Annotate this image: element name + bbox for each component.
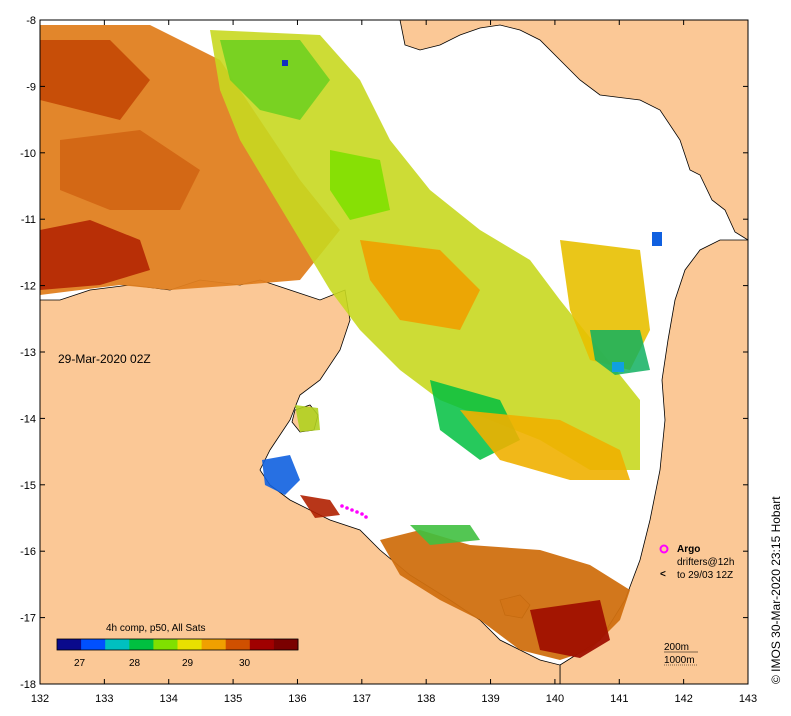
colorbar-segment: [57, 639, 82, 650]
colorbar-tick-28: 28: [129, 658, 141, 669]
argo-title: Argo: [677, 544, 700, 555]
lat-tick-label: -17: [20, 613, 36, 625]
sst-data-layer: [40, 25, 662, 660]
contour-200m-label: 200m: [664, 642, 689, 653]
new-guinea-land: [399, 20, 748, 241]
lat-tick-label: -13: [20, 347, 36, 359]
lat-tick-label: -16: [20, 546, 36, 558]
lat-tick-label: -11: [21, 214, 36, 226]
colorbar-tick-30: 30: [239, 658, 251, 669]
lon-tick-label: 138: [417, 693, 435, 705]
colorbar-segment: [177, 639, 203, 650]
argo-marker-icon: [659, 544, 669, 554]
colorbar-segment: [153, 639, 178, 650]
longitude-axis: 132 133 134 135 136 137 138 139 140 141 142 143: [31, 20, 757, 705]
lon-tick-label: 133: [95, 693, 113, 705]
colorbar-segment: [273, 639, 299, 650]
lat-tick-label: -18: [20, 679, 36, 691]
lon-tick-label: 139: [481, 693, 499, 705]
drifters-line2: to 29/03 12Z: [677, 570, 733, 581]
latitude-axis: -8 -9 -10 -11 -12 -13 -14 -15 -16 -17 -18: [20, 15, 748, 691]
imos-credit: © IMOS 30-Mar-2020 23:15 Hobart: [769, 496, 783, 684]
lat-tick-label: -14: [20, 413, 36, 425]
colorbar-tick-29: 29: [182, 658, 194, 669]
lat-tick-label: -10: [20, 148, 36, 160]
colorbar-segment: [129, 639, 154, 650]
contour-legend: 200m 1000m: [664, 642, 698, 666]
contour-1000m-label: 1000m: [664, 655, 695, 666]
lon-tick-label: 140: [546, 693, 564, 705]
colorbar-title: 4h comp, p50, All Sats: [106, 623, 206, 634]
lat-tick-label: -12: [20, 281, 36, 293]
colorbar-segment: [225, 639, 251, 650]
lat-tick-label: -15: [20, 480, 36, 492]
colorbar: 4h comp, p50, All Sats 27 28 29 30: [56, 623, 299, 669]
lon-tick-label: 132: [31, 693, 49, 705]
lon-tick-label: 141: [610, 693, 628, 705]
lat-tick-label: -8: [26, 15, 36, 27]
colorbar-tick-27: 27: [74, 658, 86, 669]
colorbar-segment: [81, 639, 106, 650]
timestamp-label: 29-Mar-2020 02Z: [58, 352, 151, 366]
drifters-line1: drifters@12h: [677, 557, 734, 568]
lon-tick-label: 135: [224, 693, 242, 705]
lon-tick-label: 134: [160, 693, 178, 705]
drifter-tracks: [340, 504, 368, 519]
colorbar-segment: [105, 639, 130, 650]
lon-tick-label: 137: [353, 693, 371, 705]
lon-tick-label: 143: [739, 693, 757, 705]
lat-tick-label: -9: [26, 81, 36, 93]
lon-tick-label: 136: [288, 693, 306, 705]
lon-tick-label: 142: [674, 693, 692, 705]
colorbar-segment: [201, 639, 227, 650]
colorbar-segment: [249, 639, 275, 650]
drifter-arrow-icon: <: [660, 569, 666, 580]
argo-legend: Argo drifters@12h < to 29/03 12Z: [659, 544, 734, 581]
